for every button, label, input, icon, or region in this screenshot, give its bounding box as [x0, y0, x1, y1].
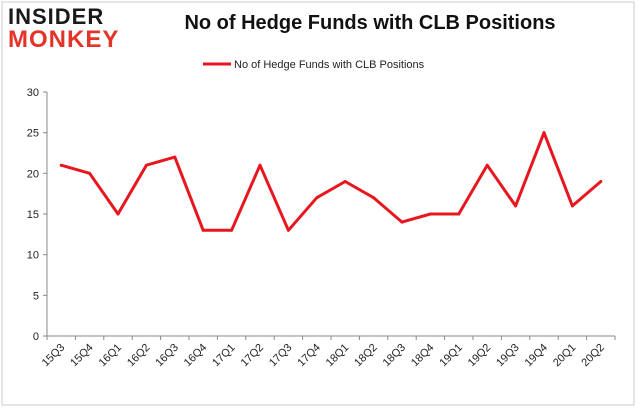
x-tick-label: 18Q1 — [324, 342, 352, 370]
data-point — [144, 163, 148, 167]
data-point — [599, 179, 603, 183]
x-tick-label: 18Q4 — [409, 342, 437, 370]
data-point — [457, 212, 461, 216]
legend-label: No of Hedge Funds with CLB Positions — [234, 59, 425, 71]
chart-title: No of Hedge Funds with CLB Positions — [184, 12, 556, 34]
y-tick-label: 15 — [27, 209, 39, 221]
x-tick-label: 19Q4 — [523, 342, 551, 370]
series-group — [59, 131, 603, 232]
logo-line-insider: INSIDER — [8, 4, 105, 29]
data-point — [428, 212, 432, 216]
data-point — [570, 204, 574, 208]
x-tick-label: 19Q3 — [494, 342, 522, 370]
y-tick-labels: 0 5 10 15 20 25 30 — [27, 87, 39, 343]
data-point — [88, 171, 92, 175]
data-point — [372, 196, 376, 200]
data-point — [542, 131, 546, 135]
insider-monkey-logo: INSIDER MONKEY — [8, 4, 120, 53]
axes — [43, 91, 616, 340]
x-tick-label: 20Q2 — [579, 342, 607, 370]
x-tick-label: 16Q4 — [182, 342, 210, 370]
x-tick-label: 16Q2 — [125, 342, 153, 370]
x-tick-label: 18Q3 — [381, 342, 409, 370]
data-point — [201, 228, 205, 232]
data-point — [485, 163, 489, 167]
data-point — [116, 212, 120, 216]
x-tick-label: 15Q4 — [68, 342, 96, 370]
data-point — [258, 163, 262, 167]
x-tick-label: 17Q1 — [210, 342, 238, 370]
data-point — [514, 204, 518, 208]
x-tick-label: 19Q1 — [437, 342, 465, 370]
x-tick-label: 16Q3 — [153, 342, 181, 370]
legend: No of Hedge Funds with CLB Positions — [203, 59, 425, 71]
data-point — [343, 179, 347, 183]
y-tick-label: 30 — [27, 87, 39, 99]
y-tick-label: 0 — [33, 331, 39, 343]
y-tick-label: 25 — [27, 128, 39, 140]
x-tick-label: 17Q2 — [239, 342, 267, 370]
x-tick-label: 19Q2 — [466, 342, 494, 370]
y-tick-label: 20 — [27, 168, 39, 180]
x-tick-label: 16Q1 — [97, 342, 125, 370]
data-point — [59, 163, 63, 167]
x-tick-labels: 15Q3 15Q4 16Q1 16Q2 16Q3 16Q4 17Q1 17Q2 17Q3 17Q4… — [40, 342, 607, 370]
data-point — [230, 228, 234, 232]
x-tick-label: 17Q4 — [295, 342, 323, 370]
y-tick-label: 10 — [27, 250, 39, 262]
y-tick-label: 5 — [33, 290, 39, 302]
x-tick-label: 18Q2 — [352, 342, 380, 370]
x-tick-label: 15Q3 — [40, 342, 68, 370]
series-line — [60, 131, 602, 232]
x-tick-label: 17Q3 — [267, 342, 295, 370]
data-point — [315, 196, 319, 200]
data-point — [400, 220, 404, 224]
data-point — [173, 155, 177, 159]
logo-line-monkey: MONKEY — [8, 26, 120, 53]
x-tick-label: 20Q1 — [551, 342, 579, 370]
data-point — [286, 228, 290, 232]
